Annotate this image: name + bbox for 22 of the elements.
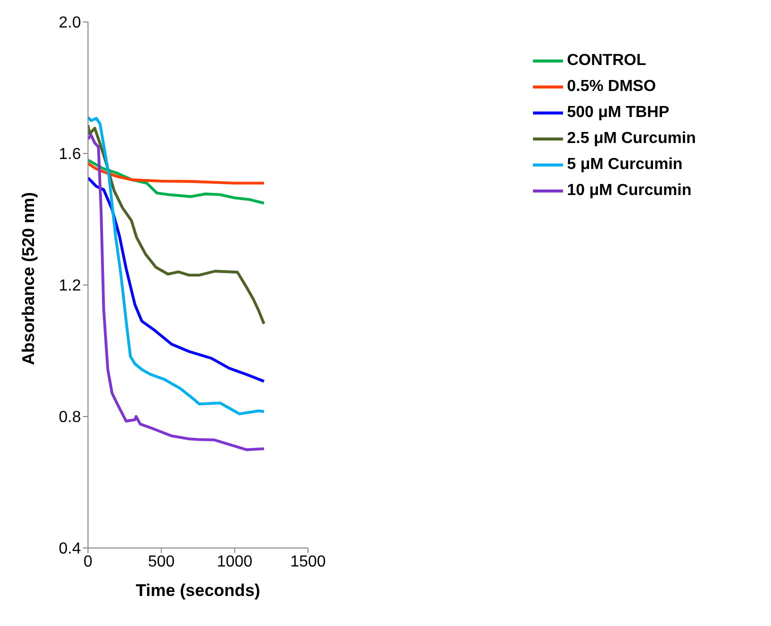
legend-label: 500 μM TBHP [567, 103, 670, 123]
y-tick-label: 0.4 [58, 540, 82, 558]
legend-label: CONTROL [567, 51, 646, 71]
x-tick-label: 500 [148, 553, 175, 570]
line-series [88, 134, 266, 452]
y-tick-label: 1.2 [58, 278, 82, 295]
y-tick-label: 0.8 [58, 409, 82, 426]
legend-label: 10 μM Curcumin [567, 181, 692, 201]
legend-label: 5 μM Curcumin [567, 155, 683, 175]
legend-label: 2.5 μM Curcumin [567, 129, 696, 149]
legend-label: 0.5% DMSO [567, 77, 656, 97]
y-axis-title: Absorbance (520 nm) [19, 192, 38, 365]
line-series [88, 162, 266, 184]
x-tick-label: 1000 [216, 553, 253, 570]
x-tick-label: 1500 [290, 553, 326, 570]
y-tick-label: 1.6 [58, 146, 82, 164]
x-axis-title: Time (seconds) [136, 581, 260, 600]
line-series [88, 176, 266, 383]
line-series [88, 124, 266, 326]
line-series [88, 116, 266, 416]
x-tick-label: 0 [84, 553, 93, 570]
y-tick-label: 2.0 [58, 14, 82, 32]
